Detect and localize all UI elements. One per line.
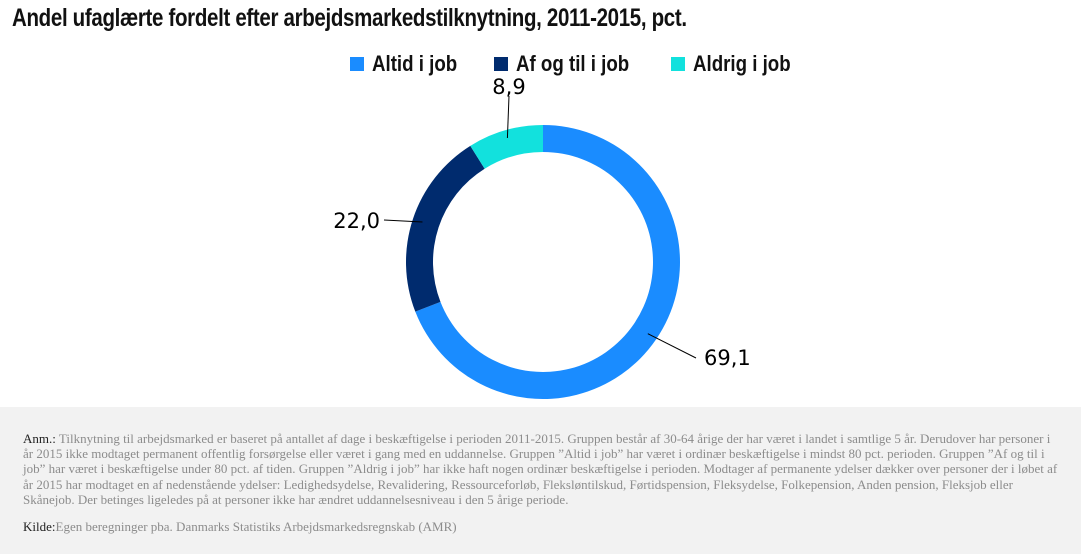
leader-line-af-og-til-i-job — [383, 219, 423, 223]
source-text: Egen beregninger pba. Danmarks Statistik… — [55, 519, 457, 534]
source-label: Kilde: — [23, 519, 56, 534]
legend-swatch-af-og-til-i-job — [494, 57, 509, 71]
data-label-af-og-til-i-job: 22,0 — [333, 209, 380, 233]
legend-item-af-og-til-i-job: Af og til i job — [494, 51, 649, 77]
legend-label-aldrig-i-job: Aldrig i job — [693, 51, 792, 76]
donut-chart: 69,1 22,0 8,9 — [333, 75, 751, 399]
notes-panel: Anm.: Tilknytning til arbejdsmarked er b… — [0, 407, 1081, 554]
data-label-altid-i-job: 69,1 — [704, 346, 751, 370]
data-label-aldrig-i-job: 8,9 — [492, 75, 525, 99]
legend-swatch-altid-i-job — [350, 57, 364, 71]
note-annotation-text: Tilknytning til arbejdsmarked er baseret… — [23, 431, 1058, 507]
legend-item-aldrig-i-job: Aldrig i job — [671, 51, 808, 77]
chart-title: Andel ufaglærte fordelt efter arbejdsmar… — [12, 4, 687, 32]
chart-legend: Altid i job Af og til i job Aldrig i job — [350, 50, 830, 78]
donut-slice-af-og-til-i-job — [406, 145, 485, 312]
legend-item-altid-i-job: Altid i job — [350, 51, 472, 77]
legend-label-altid-i-job: Altid i job — [372, 51, 458, 76]
leader-line-altid-i-job — [647, 333, 697, 359]
leader-line-aldrig-i-job — [506, 95, 510, 139]
legend-swatch-aldrig-i-job — [671, 57, 686, 71]
note-annotation: Anm.: Tilknytning til arbejdsmarked er b… — [23, 431, 1063, 507]
note-annotation-label: Anm.: — [23, 431, 56, 446]
source-note: Kilde:Egen beregninger pba. Danmarks Sta… — [23, 519, 457, 535]
donut-slice-aldrig-i-job — [470, 125, 543, 169]
legend-label-af-og-til-i-job: Af og til i job — [516, 51, 630, 76]
